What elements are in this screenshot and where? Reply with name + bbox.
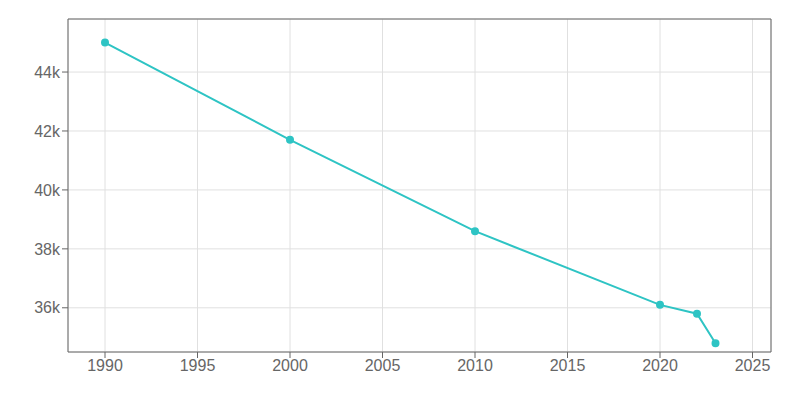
svg-text:44k: 44k [34, 64, 61, 81]
svg-text:40k: 40k [34, 182, 61, 199]
svg-text:1995: 1995 [180, 357, 216, 374]
svg-text:36k: 36k [34, 299, 61, 316]
svg-text:1990: 1990 [87, 357, 123, 374]
svg-text:2020: 2020 [642, 357, 678, 374]
svg-text:2015: 2015 [550, 357, 586, 374]
svg-text:42k: 42k [34, 123, 61, 140]
svg-text:2025: 2025 [735, 357, 771, 374]
svg-text:2000: 2000 [272, 357, 308, 374]
svg-text:38k: 38k [34, 241, 61, 258]
svg-text:2010: 2010 [457, 357, 493, 374]
svg-text:2005: 2005 [365, 357, 401, 374]
